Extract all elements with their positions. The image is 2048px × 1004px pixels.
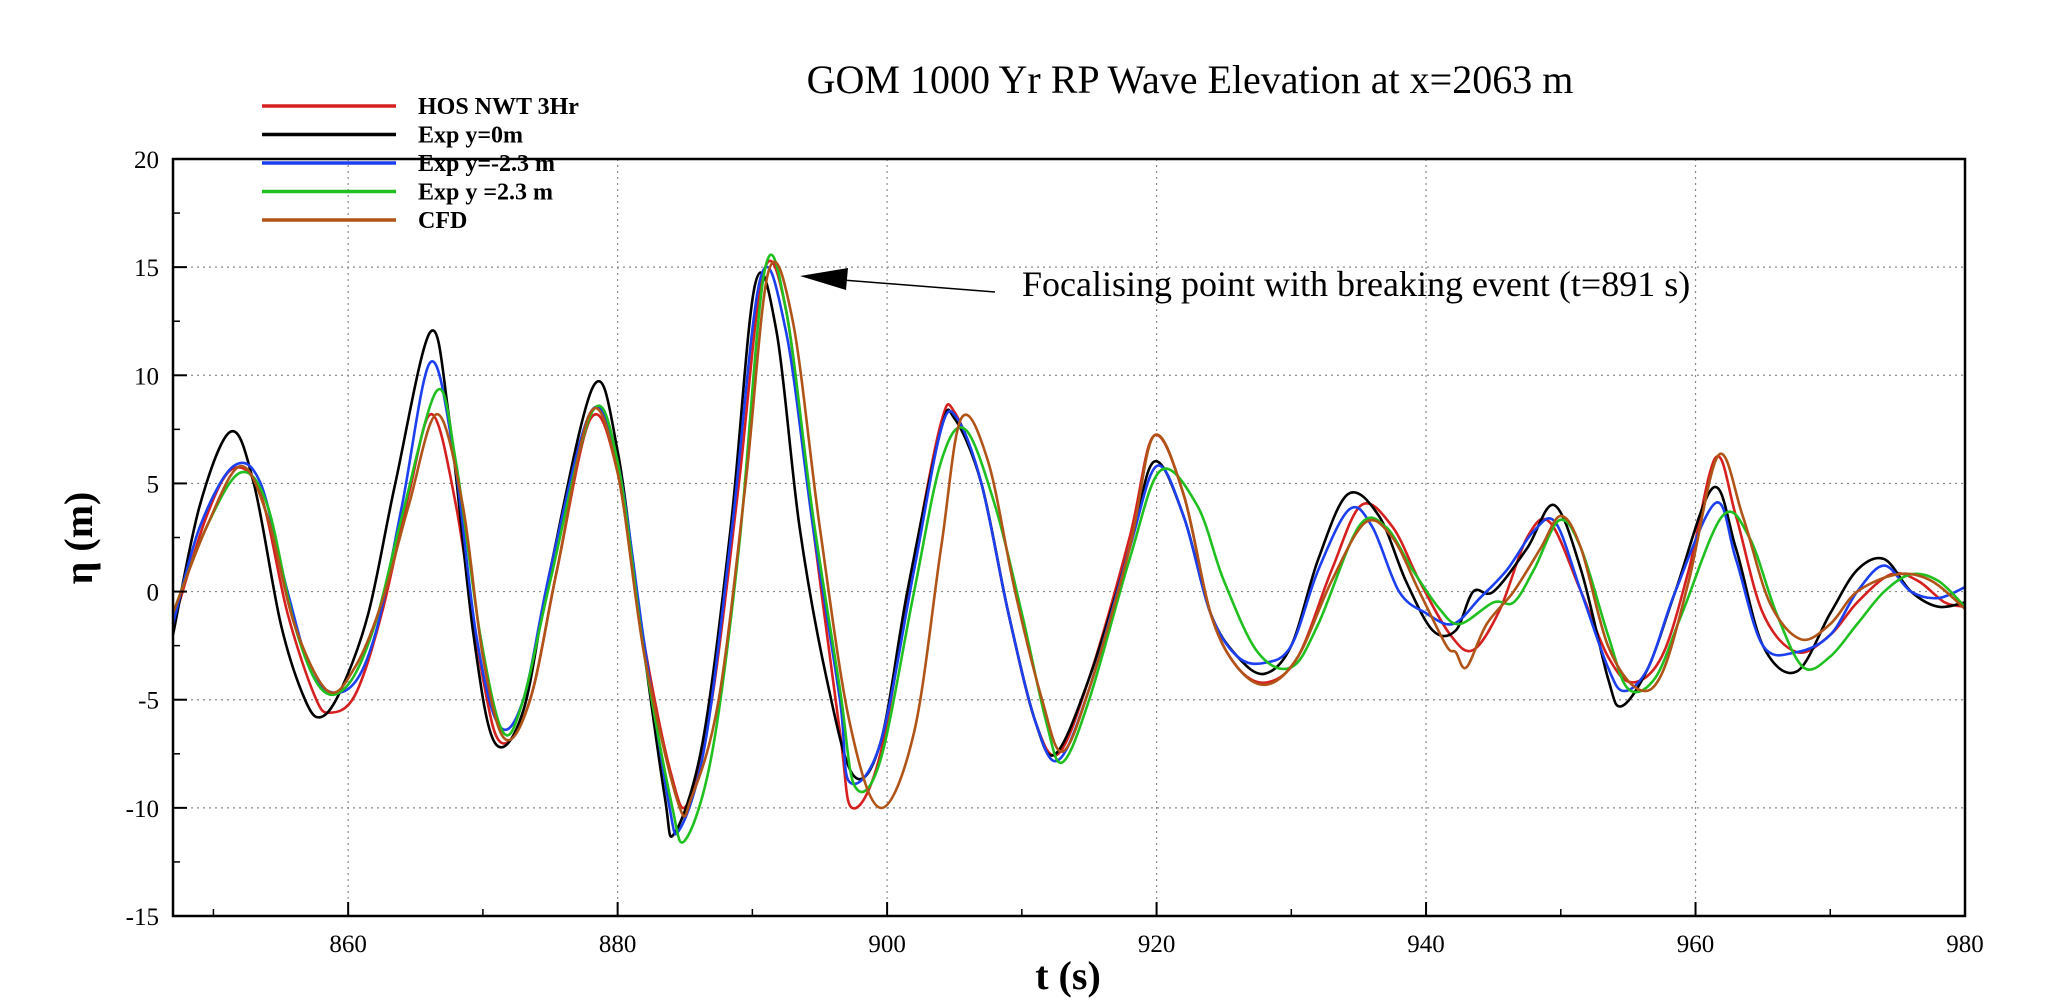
x-tick-label: 980	[1946, 931, 1984, 958]
annotation-text: Focalising point with breaking event (t=…	[1022, 264, 1690, 304]
x-tick-label: 920	[1138, 931, 1176, 958]
x-tick-label: 960	[1677, 931, 1715, 958]
y-tick-label: 0	[147, 580, 160, 607]
y-tick-label: -5	[138, 688, 159, 715]
y-tick-label: 5	[147, 471, 160, 498]
axis-ticks: 860 880 900 920 940 960 980 -15 -10 -5 0 5 10 15 20	[126, 147, 1984, 958]
annotation-arrow-line	[829, 278, 996, 293]
series-line-exp-y-2-3-m	[171, 265, 1966, 836]
legend-label: Exp y=-2.3 m	[418, 151, 555, 177]
y-tick-label: 20	[134, 147, 159, 174]
x-tick-label: 940	[1407, 931, 1445, 958]
series-line-cfd	[171, 260, 1966, 818]
x-tick-label: 880	[599, 931, 637, 958]
chart-title: GOM 1000 Yr RP Wave Elevation at x=2063 …	[807, 57, 1574, 102]
y-tick-label: -15	[126, 904, 159, 931]
x-tick-label: 900	[868, 931, 906, 958]
legend-label: Exp y=0m	[418, 123, 523, 149]
series-line-hos-nwt-3hr	[171, 259, 1966, 810]
legend-label: HOS NWT 3Hr	[418, 94, 579, 120]
y-tick-label: -10	[126, 796, 159, 823]
x-tick-label: 860	[329, 931, 367, 958]
y-tick-label: 10	[134, 363, 159, 390]
annotation-arrowhead	[800, 268, 848, 290]
series-lines	[171, 253, 1966, 844]
legend-label: Exp y =2.3 m	[418, 180, 553, 206]
y-tick-label: 15	[134, 255, 159, 282]
legend-label: CFD	[418, 208, 467, 234]
annotation: Focalising point with breaking event (t=…	[800, 264, 1690, 304]
y-axis-label: η (m)	[56, 492, 101, 585]
x-axis-label: t (s)	[1035, 953, 1101, 998]
